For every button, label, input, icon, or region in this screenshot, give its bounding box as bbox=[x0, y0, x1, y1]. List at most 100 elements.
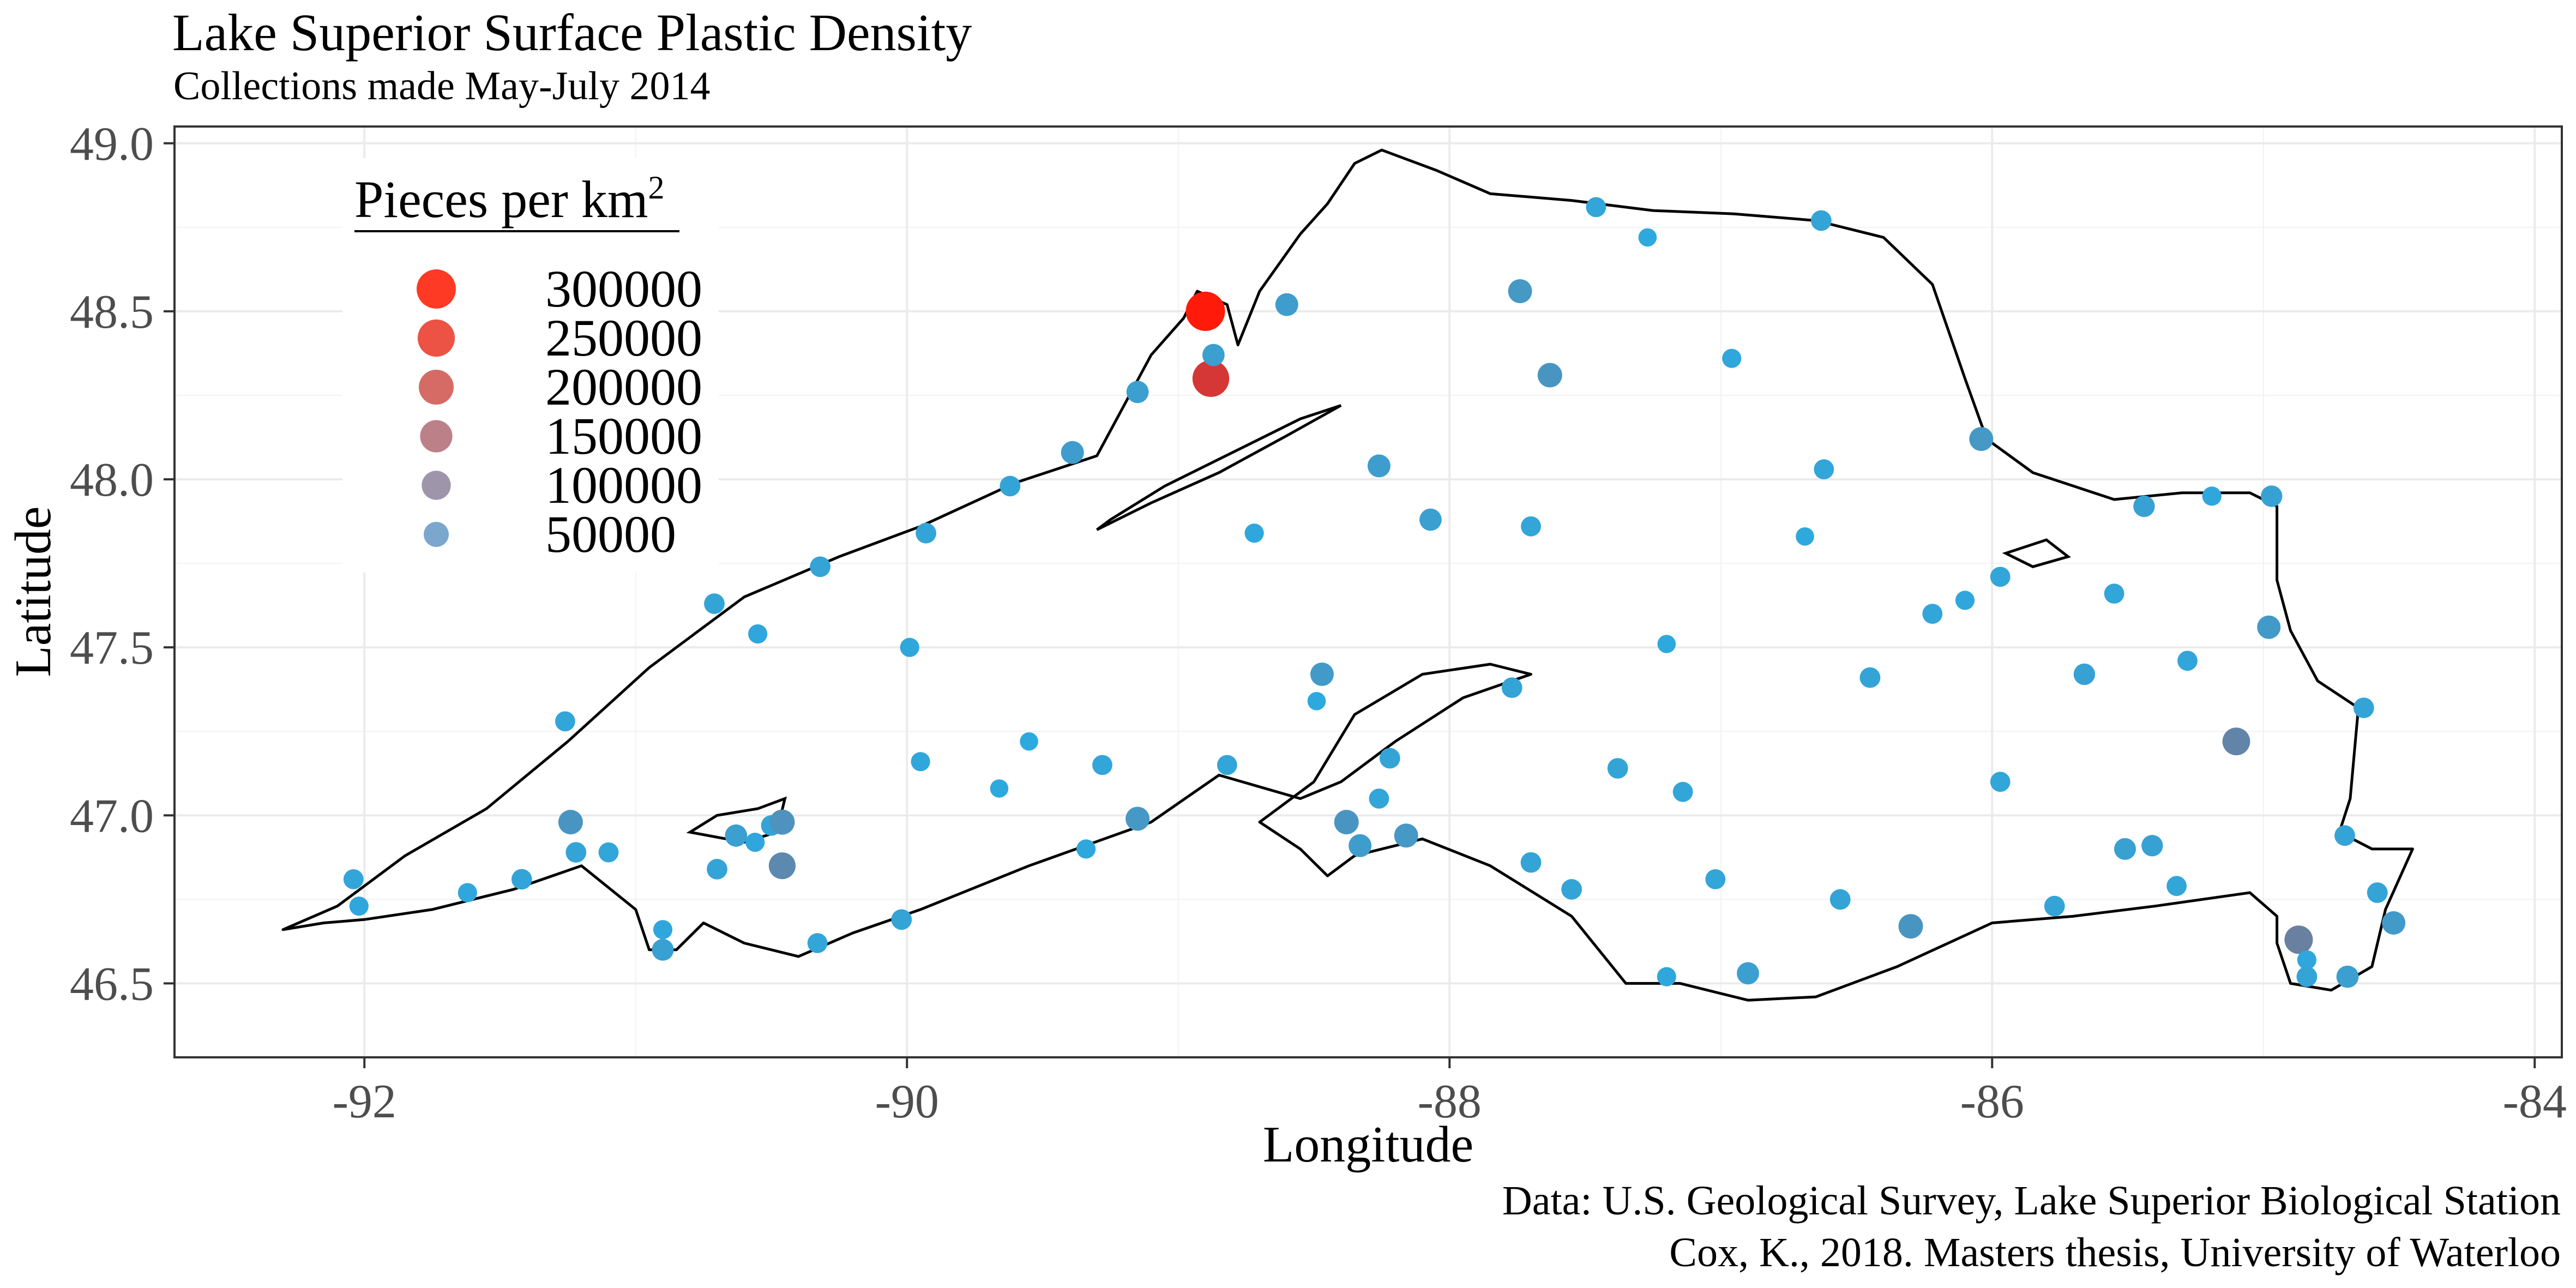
sample-point bbox=[1061, 441, 1084, 464]
sample-point bbox=[511, 869, 532, 890]
sample-point bbox=[1955, 591, 1975, 610]
sample-point bbox=[558, 810, 583, 835]
sample-point bbox=[1369, 789, 1389, 809]
sample-point bbox=[2104, 583, 2124, 604]
sample-point bbox=[1202, 344, 1225, 366]
sample-point bbox=[598, 842, 619, 863]
x-tick-label: -84 bbox=[2503, 1075, 2567, 1128]
y-tick-label: 47.0 bbox=[70, 790, 154, 842]
y-tick-label: 46.5 bbox=[70, 958, 154, 1010]
sample-point bbox=[1969, 427, 1994, 452]
sample-point bbox=[745, 833, 765, 852]
sample-point bbox=[1275, 293, 1298, 316]
sample-point bbox=[652, 938, 674, 961]
sample-point bbox=[2353, 697, 2374, 718]
x-axis-title: Longitude bbox=[1263, 1116, 1473, 1173]
sample-point bbox=[1737, 962, 1759, 985]
sample-point bbox=[1367, 454, 1391, 478]
sample-point bbox=[1561, 879, 1582, 900]
caption-line-1: Data: U.S. Geological Survey, Lake Super… bbox=[1502, 1178, 2561, 1224]
sample-point bbox=[349, 896, 369, 916]
sample-point bbox=[2222, 727, 2250, 756]
sample-point bbox=[1334, 810, 1359, 835]
x-tick-label: -86 bbox=[1960, 1075, 2024, 1128]
sample-point bbox=[1192, 360, 1230, 397]
sample-point bbox=[1990, 567, 2011, 587]
sample-point bbox=[1672, 781, 1693, 802]
sample-point bbox=[1000, 476, 1021, 497]
sample-point bbox=[1796, 527, 1814, 546]
sample-point bbox=[807, 933, 828, 953]
sample-point bbox=[891, 909, 912, 930]
sample-point bbox=[769, 809, 795, 835]
sample-point bbox=[2177, 651, 2198, 671]
sample-point bbox=[2257, 615, 2281, 639]
sample-point bbox=[2114, 838, 2136, 860]
sample-point bbox=[1898, 914, 1923, 939]
sample-point bbox=[768, 852, 796, 880]
sample-point bbox=[2336, 965, 2359, 988]
legend-label: 250000 bbox=[545, 309, 702, 367]
sample-point bbox=[1607, 758, 1628, 779]
sample-point bbox=[1537, 363, 1562, 388]
legend: Pieces per km2 3000002500002000001500001… bbox=[342, 158, 719, 573]
sample-point bbox=[1307, 692, 1326, 711]
sample-point bbox=[1217, 755, 1237, 775]
sample-point bbox=[748, 624, 768, 644]
sample-point bbox=[1859, 667, 1881, 688]
sample-point bbox=[1092, 755, 1112, 775]
sample-point bbox=[810, 556, 830, 577]
sample-point bbox=[1520, 852, 1542, 873]
y-tick-label: 48.5 bbox=[70, 286, 154, 339]
x-axis-ticks: -92 -90 -88 -86 -84 bbox=[333, 1057, 2567, 1128]
sample-point bbox=[2202, 486, 2222, 506]
sample-point bbox=[2166, 876, 2187, 896]
sample-point bbox=[2141, 835, 2163, 857]
sample-point bbox=[704, 593, 725, 614]
sample-point bbox=[2296, 966, 2318, 987]
isle-royale-outline bbox=[1096, 404, 1342, 531]
sample-point bbox=[1126, 381, 1149, 404]
sample-point bbox=[1126, 806, 1150, 831]
legend-key bbox=[417, 269, 456, 309]
legend-label: 300000 bbox=[545, 260, 702, 318]
sample-point bbox=[458, 883, 477, 902]
legend-label: 150000 bbox=[545, 407, 702, 465]
sample-point bbox=[2334, 825, 2355, 846]
sample-point bbox=[343, 869, 364, 889]
sample-point bbox=[1076, 839, 1096, 859]
y-tick-label: 49.0 bbox=[70, 118, 154, 171]
sample-point bbox=[1185, 291, 1225, 331]
sample-point bbox=[1244, 523, 1264, 543]
chart-subtitle: Collections made May-July 2014 bbox=[173, 64, 710, 109]
sample-point bbox=[2073, 663, 2096, 685]
legend-title-text: Pieces per km bbox=[354, 170, 648, 228]
sample-point bbox=[1810, 210, 1832, 231]
sample-point bbox=[916, 522, 936, 544]
sample-point bbox=[1521, 516, 1541, 537]
caption-line-2: Cox, K., 2018. Masters thesis, Universit… bbox=[1669, 1230, 2561, 1275]
legend-key bbox=[417, 319, 455, 357]
sample-point bbox=[2261, 485, 2283, 507]
x-tick-label: -92 bbox=[333, 1075, 396, 1128]
sample-point bbox=[990, 779, 1009, 798]
sample-point bbox=[2297, 950, 2316, 970]
y-tick-label: 48.0 bbox=[70, 454, 154, 507]
legend-key bbox=[420, 420, 453, 453]
sample-point bbox=[2367, 882, 2388, 903]
sample-point bbox=[565, 842, 587, 863]
legend-key bbox=[419, 370, 454, 405]
sample-point bbox=[1990, 772, 2011, 792]
x-tick-label: -88 bbox=[1418, 1075, 1482, 1128]
sample-point bbox=[2133, 495, 2155, 517]
legend-key bbox=[422, 471, 451, 500]
y-axis-ticks: 46.5 47.0 47.5 48.0 48.5 49.0 bbox=[70, 118, 174, 1010]
sample-point bbox=[900, 637, 919, 657]
sample-point bbox=[1349, 834, 1372, 857]
legend-label: 100000 bbox=[545, 456, 702, 514]
legend-label: 50000 bbox=[545, 505, 676, 563]
legend-key bbox=[424, 522, 449, 547]
sample-point bbox=[1705, 869, 1726, 889]
legend-label: 200000 bbox=[545, 358, 702, 416]
sample-point bbox=[1814, 459, 1834, 479]
